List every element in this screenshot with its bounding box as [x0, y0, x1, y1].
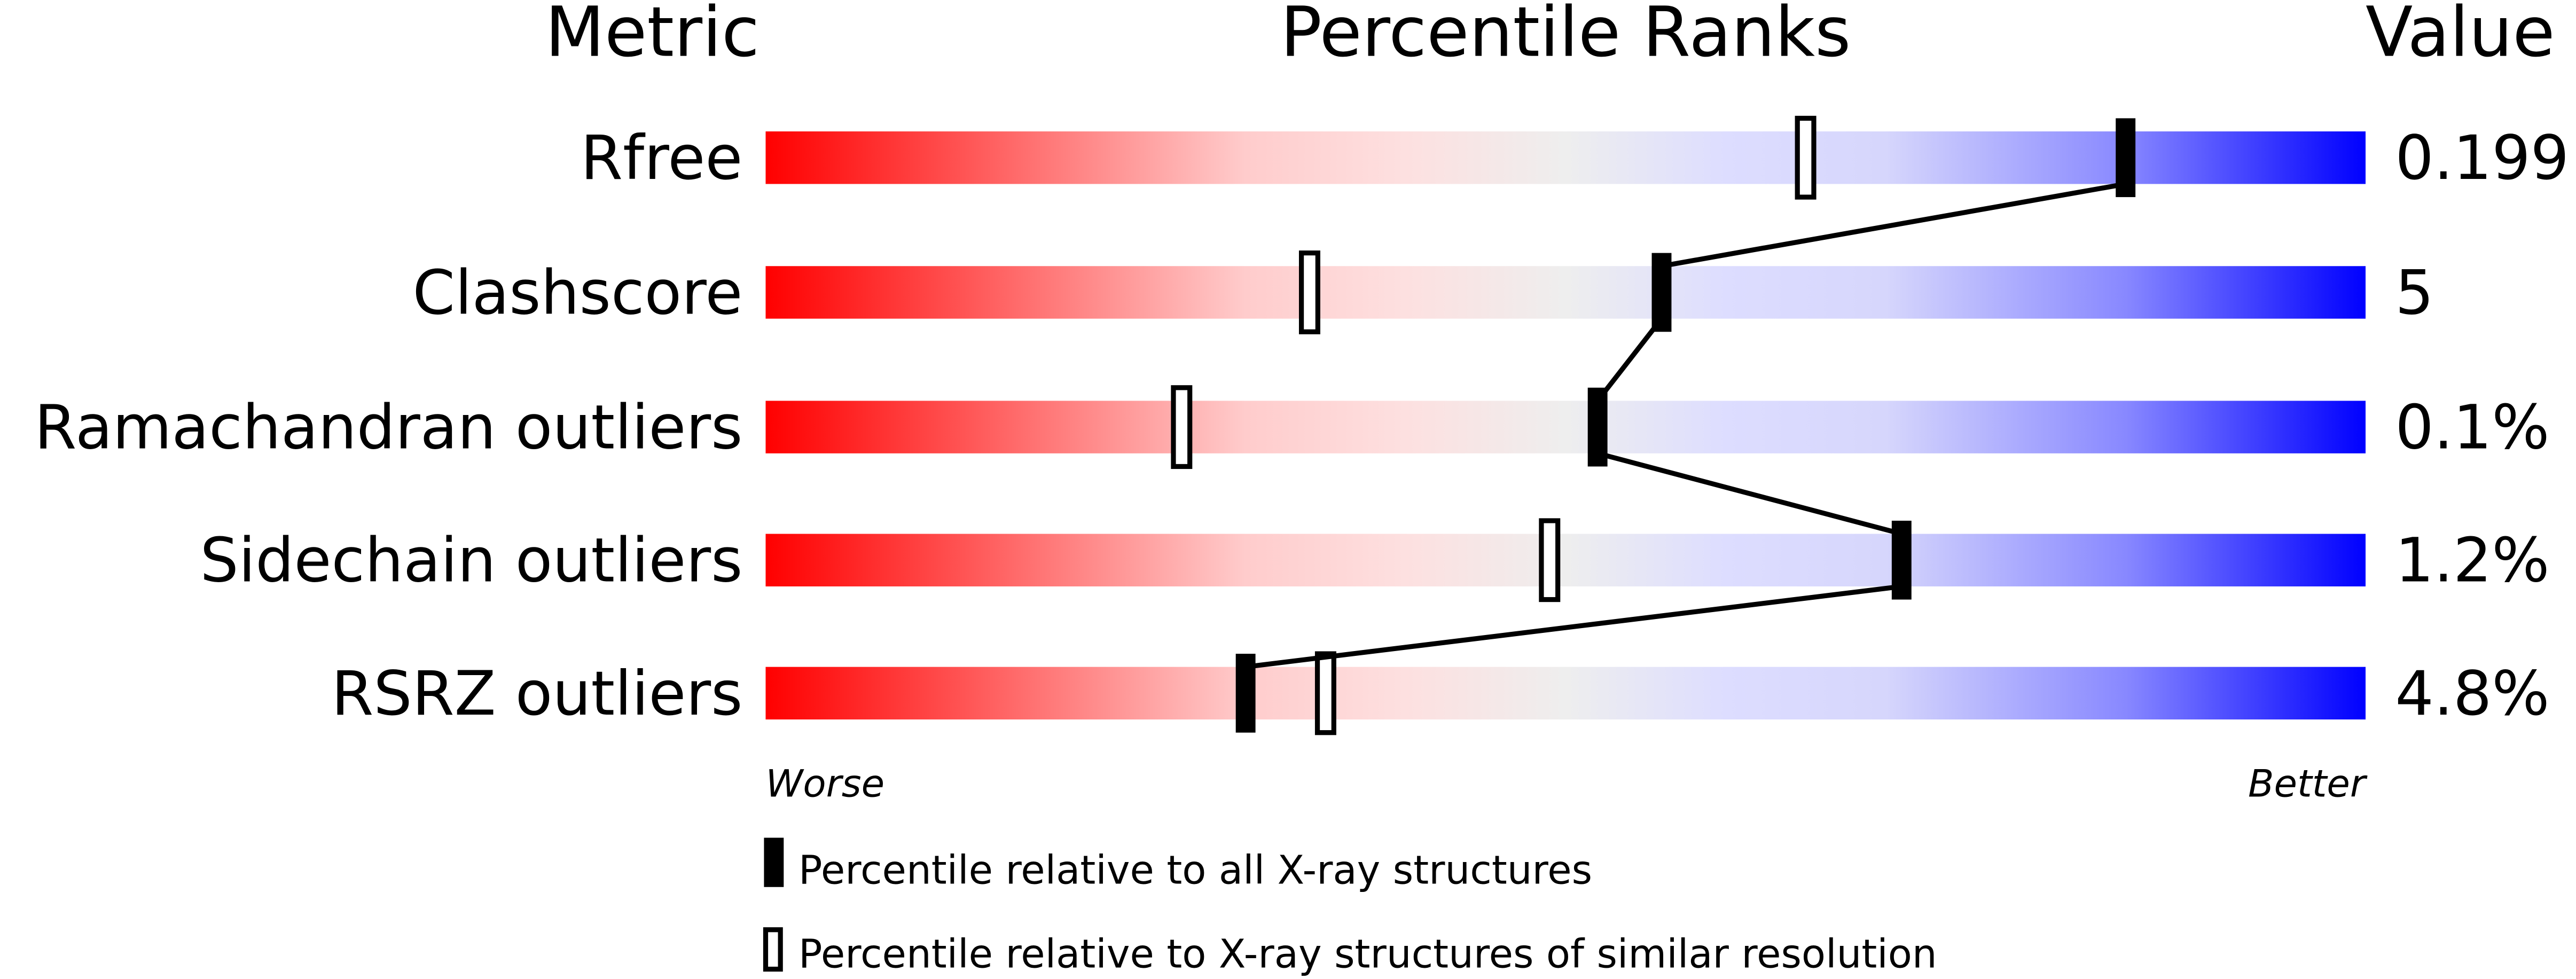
legend-label-similar: Percentile relative to X-ray structures … — [798, 931, 1937, 977]
header-percentile-ranks: Percentile Ranks — [1280, 0, 1851, 73]
similar-resolution-marker — [1314, 651, 1336, 735]
all-structures-marker — [1891, 520, 1912, 600]
metric-value: 0.199 — [2395, 122, 2569, 193]
percentile-bar — [765, 266, 2366, 319]
metric-value: 4.8% — [2395, 658, 2549, 729]
metric-value: 1.2% — [2395, 525, 2549, 596]
connector-line — [1595, 317, 1664, 403]
all-structures-marker — [1235, 654, 1256, 733]
header-value: Value — [2366, 0, 2555, 73]
similar-resolution-marker — [1795, 115, 1816, 200]
legend-open-marker-icon — [763, 927, 783, 972]
similar-resolution-marker — [1298, 250, 1320, 334]
metric-label: Clashscore — [413, 257, 743, 328]
connector-line — [1596, 451, 1902, 536]
metric-label: Sidechain outliers — [200, 525, 742, 596]
legend-filled-marker-icon — [764, 837, 784, 887]
percentile-bar — [765, 131, 2366, 184]
metric-value: 5 — [2395, 257, 2433, 328]
metric-value: 0.1% — [2395, 392, 2549, 463]
connector-line — [1245, 584, 1902, 670]
all-structures-marker — [1651, 253, 1672, 332]
all-structures-marker — [1587, 387, 1608, 467]
axis-better-label: Better — [2248, 762, 2368, 806]
metric-label: RSRZ outliers — [331, 658, 742, 729]
metric-label: Rfree — [581, 122, 742, 193]
percentile-bar — [765, 667, 2366, 720]
header-metric: Metric — [545, 0, 760, 73]
similar-resolution-marker — [1171, 385, 1193, 469]
percentile-bar — [765, 534, 2366, 586]
percentile-bar — [765, 401, 2366, 453]
all-structures-marker — [2116, 118, 2136, 198]
legend-label-all: Percentile relative to all X-ray structu… — [798, 848, 1592, 894]
similar-resolution-marker — [1539, 518, 1561, 602]
axis-worse-label: Worse — [765, 762, 884, 806]
connector-line — [1661, 181, 2126, 269]
metric-label: Ramachandran outliers — [34, 392, 742, 463]
